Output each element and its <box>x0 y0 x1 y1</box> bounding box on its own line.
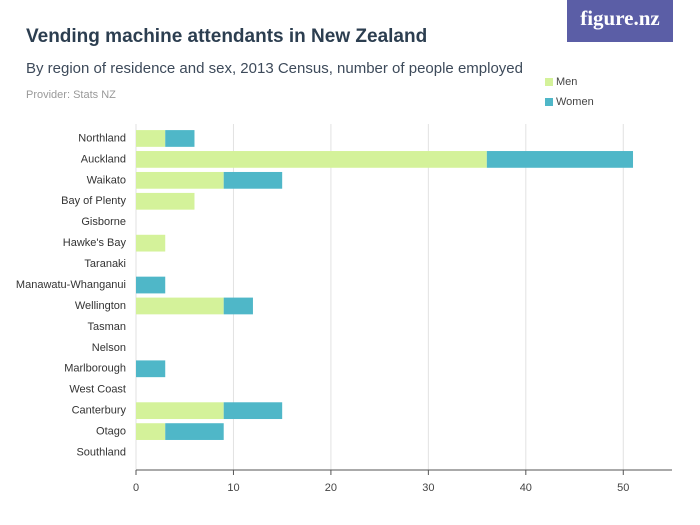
y-tick-label: Canterbury <box>72 405 127 417</box>
y-tick-label: Northland <box>78 132 126 144</box>
logo: figure.nz <box>580 6 660 30</box>
x-tick-label: 0 <box>133 482 139 494</box>
bar <box>165 423 224 440</box>
provider: Provider: Stats NZ <box>26 89 116 101</box>
y-tick-label: Southland <box>76 446 126 458</box>
logo-box <box>567 0 673 42</box>
y-tick-label: Tasman <box>87 321 126 333</box>
chart-title: Vending machine attendants in New Zealan… <box>26 26 427 47</box>
y-tick-label: Otago <box>96 426 126 438</box>
bar <box>136 171 224 189</box>
bar <box>136 234 166 252</box>
x-tick-label: 10 <box>227 482 239 494</box>
bar <box>136 151 487 168</box>
bar <box>136 360 166 378</box>
y-tick-label: Taranaki <box>84 258 126 270</box>
y-tick-label: Marlborough <box>64 363 126 375</box>
legend-swatch <box>545 98 553 106</box>
bar <box>136 297 224 315</box>
legend-swatch <box>545 78 553 86</box>
y-tick-label: Gisborne <box>81 216 126 228</box>
bar <box>136 130 166 147</box>
legend-label: Men <box>556 76 577 88</box>
bar <box>136 402 224 420</box>
y-tick-label: Hawke's Bay <box>63 237 127 249</box>
y-tick-label: Manawatu-Whanganui <box>16 279 126 291</box>
bar <box>223 297 253 315</box>
x-tick-label: 30 <box>422 482 434 494</box>
y-tick-label: Wellington <box>75 300 126 312</box>
y-tick-label: Auckland <box>81 153 126 165</box>
chart-subtitle: By region of residence and sex, 2013 Cen… <box>26 60 523 77</box>
x-tick-label: 50 <box>617 482 629 494</box>
bar <box>223 402 283 420</box>
x-tick-label: 40 <box>520 482 532 494</box>
bar <box>223 171 283 189</box>
legend-label: Women <box>556 96 594 108</box>
y-tick-label: Bay of Plenty <box>61 195 126 207</box>
y-tick-label: Waikato <box>87 174 126 186</box>
bar <box>486 151 634 168</box>
x-tick-label: 20 <box>325 482 337 494</box>
y-tick-label: West Coast <box>69 384 126 396</box>
bar <box>165 130 195 147</box>
y-tick-label: Nelson <box>92 342 126 354</box>
bar <box>136 276 166 294</box>
bar <box>136 192 195 210</box>
bar <box>136 423 166 440</box>
